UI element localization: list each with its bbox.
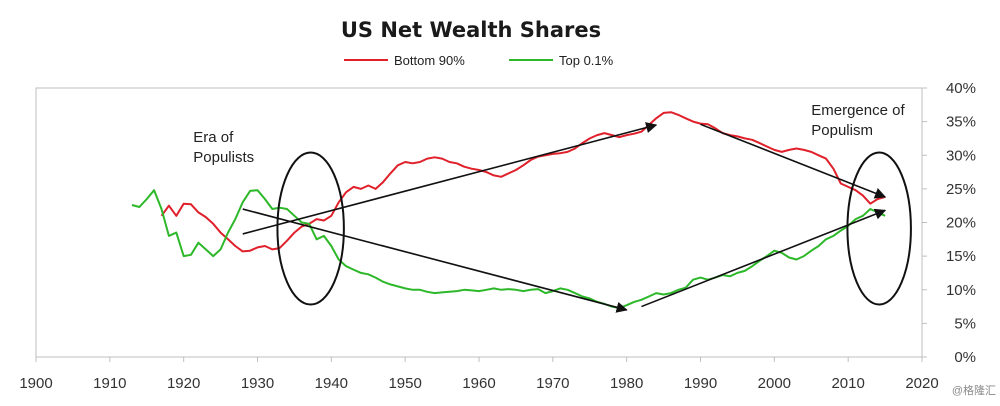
y-tick-label-0: 0% — [954, 349, 976, 366]
x-tick-label-1970: 1970 — [536, 375, 569, 392]
x-axis-ticks: 1900 1910 1920 1930 1940 1950 1960 1970 1980 1990… — [19, 357, 939, 392]
chart-title: US Net Wealth Shares — [341, 18, 601, 42]
arrow-bottom90-decline — [700, 123, 887, 199]
arrow-bottom90-rise — [242, 122, 658, 235]
x-tick-label-1950: 1950 — [388, 375, 421, 392]
series-line-bottom90 — [160, 111, 886, 253]
legend: Bottom 90% Top 0.1% — [344, 53, 614, 68]
y-tick-label-8: 40% — [946, 80, 976, 97]
plot-area-frame — [35, 87, 923, 358]
y-tick-label-4: 20% — [946, 215, 976, 232]
x-tick-label-2000: 2000 — [758, 375, 791, 392]
y-tick-label-3: 15% — [946, 248, 976, 265]
series-line-top01 — [131, 189, 886, 309]
y-tick-label-5: 25% — [946, 181, 976, 198]
era-of-populists: Era of Populists — [193, 129, 254, 166]
watermark: @格隆汇 — [952, 383, 996, 397]
y-tick-label-2: 10% — [946, 282, 976, 299]
x-tick-label-1900: 1900 — [19, 375, 52, 392]
populists-ellipse — [276, 151, 345, 306]
x-tick-label-2020: 2020 — [905, 375, 938, 392]
y-tick-label-6: 30% — [946, 147, 976, 164]
series-lines — [131, 111, 886, 309]
x-tick-label-1930: 1930 — [241, 375, 274, 392]
x-tick-label-1920: 1920 — [167, 375, 200, 392]
highlight-ellipses — [276, 151, 912, 306]
x-tick-label-2010: 2010 — [831, 375, 864, 392]
y-tick-label-7: 35% — [946, 114, 976, 131]
trend-arrows — [242, 122, 887, 313]
y-tick-label-1: 5% — [954, 315, 976, 332]
legend-label-bottom90: Bottom 90% — [394, 53, 465, 68]
x-tick-label-1960: 1960 — [462, 375, 495, 392]
arrow-top01-rise — [641, 208, 887, 308]
annotations: Era of Populists Emergence of Populism — [193, 102, 905, 166]
emergence-of-populism: Emergence of Populism — [811, 102, 905, 139]
arrow-top01-decline — [242, 208, 628, 313]
x-tick-label-1990: 1990 — [684, 375, 717, 392]
x-tick-label-1980: 1980 — [610, 375, 643, 392]
x-tick-label-1940: 1940 — [315, 375, 348, 392]
populism-ellipse — [846, 151, 912, 306]
y-axis-ticks: 0% 5% 10% 15% 20% 25% 30% 35% 40% — [922, 80, 976, 366]
legend-label-top01: Top 0.1% — [559, 53, 614, 68]
x-tick-label-1910: 1910 — [93, 375, 126, 392]
